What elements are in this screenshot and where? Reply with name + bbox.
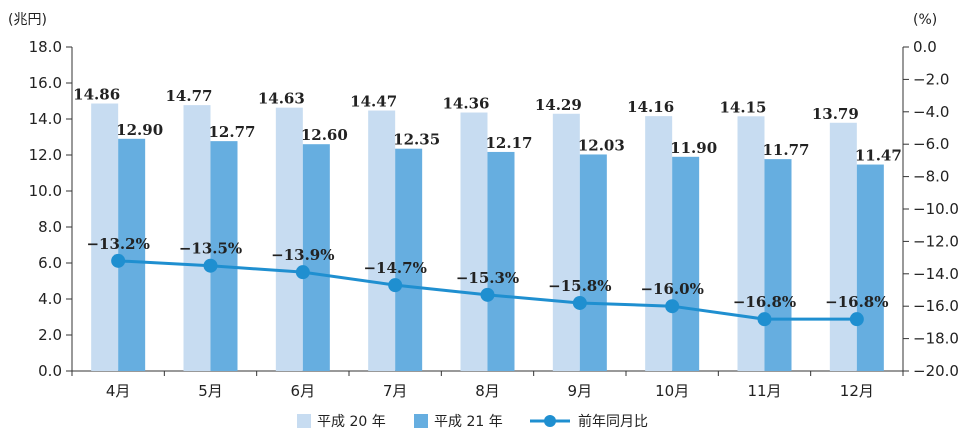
bar-h20: [552, 113, 580, 371]
yoy-value-label: −15.3%: [456, 269, 519, 287]
yoy-point: [480, 287, 495, 302]
bar-value-label: 11.47: [855, 147, 902, 165]
x-tick-label: 10月: [655, 382, 689, 400]
bar-h21: [302, 144, 330, 371]
left-tick-label: 4.0: [38, 290, 62, 308]
bar-h21: [210, 141, 238, 371]
right-tick-label: −20.0: [913, 362, 959, 380]
x-tick-label: 4月: [106, 382, 131, 400]
bar-h21: [764, 159, 792, 371]
bar-h21: [579, 154, 607, 371]
right-tick-label: −12.0: [913, 232, 959, 250]
bar-value-label: 14.63: [258, 90, 305, 108]
right-tick-label: −16.0: [913, 297, 959, 315]
legend-swatch-h21: [414, 414, 428, 428]
bar-value-label: 14.77: [166, 87, 213, 105]
bar-value-label: 14.16: [627, 98, 674, 116]
x-tick-label: 6月: [291, 382, 316, 400]
right-tick-label: −8.0: [913, 168, 949, 186]
yoy-point: [665, 299, 680, 314]
yoy-point: [572, 295, 587, 310]
left-tick-label: 12.0: [29, 146, 62, 164]
right-tick-label: −2.0: [913, 70, 949, 88]
bar-value-label: 13.79: [812, 105, 859, 123]
left-tick-label: 14.0: [29, 110, 62, 128]
bar-h20: [368, 110, 396, 371]
legend-marker-yoy: [544, 415, 556, 427]
left-unit-label: (兆円): [8, 12, 47, 28]
bar-value-label: 12.17: [486, 134, 533, 152]
x-tick-label: 11月: [747, 382, 781, 400]
left-tick-label: 2.0: [38, 326, 62, 344]
bar-h20: [275, 107, 303, 371]
bar-value-label: 12.90: [116, 121, 163, 139]
right-tick-label: −14.0: [913, 265, 959, 283]
yoy-point: [757, 312, 772, 327]
right-unit-label: (%): [913, 12, 937, 28]
yoy-point: [203, 258, 218, 273]
x-tick-label: 12月: [840, 382, 874, 400]
bar-h20: [737, 116, 765, 371]
bar-value-label: 11.90: [670, 139, 717, 157]
bar-value-label: 12.60: [301, 126, 348, 144]
x-tick-label: 8月: [475, 382, 500, 400]
bar-h20: [183, 105, 211, 371]
yoy-value-label: −15.8%: [548, 277, 611, 295]
bar-value-label: 14.47: [350, 93, 397, 111]
bar-h20: [829, 122, 857, 371]
left-tick-label: 0.0: [38, 362, 62, 380]
bar-h21: [856, 164, 884, 371]
yoy-point: [849, 312, 864, 327]
left-tick-label: 8.0: [38, 218, 62, 236]
bar-value-label: 12.77: [209, 123, 256, 141]
bar-value-label: 14.15: [720, 98, 767, 116]
x-tick-label: 9月: [568, 382, 593, 400]
bar-h21: [118, 138, 146, 371]
right-tick-label: −6.0: [913, 135, 949, 153]
bar-value-label: 12.35: [393, 131, 440, 149]
legend-label-h21: 平成 21 年: [434, 414, 503, 430]
bar-h21: [395, 148, 423, 371]
right-tick-label: −18.0: [913, 330, 959, 348]
yoy-value-label: −16.8%: [733, 293, 796, 311]
left-tick-label: 18.0: [29, 38, 62, 56]
left-tick-label: 6.0: [38, 254, 62, 272]
bar-h20: [645, 116, 673, 372]
bar-value-label: 14.36: [443, 95, 490, 113]
bar-h21: [487, 151, 515, 371]
yoy-value-label: −16.0%: [640, 280, 703, 298]
bar-value-label: 11.77: [763, 141, 810, 159]
bar-h20: [91, 103, 119, 372]
yoy-value-label: −13.2%: [86, 235, 149, 253]
left-tick-label: 10.0: [29, 182, 62, 200]
yoy-point: [388, 278, 403, 293]
yoy-point: [295, 265, 310, 280]
legend-label-h20: 平成 20 年: [317, 414, 386, 430]
bar-value-label: 14.86: [73, 86, 120, 104]
bar-value-label: 14.29: [535, 96, 582, 114]
right-tick-label: −10.0: [913, 200, 959, 218]
yoy-value-label: −13.9%: [271, 246, 334, 264]
yoy-value-label: −13.5%: [179, 240, 242, 258]
x-tick-label: 7月: [383, 382, 408, 400]
yoy-value-label: −16.8%: [825, 293, 888, 311]
right-tick-label: 0.0: [913, 38, 937, 56]
bar-h21: [672, 156, 700, 371]
legend-swatch-h20: [297, 414, 311, 428]
right-tick-label: −4.0: [913, 103, 949, 121]
yoy-point: [111, 253, 126, 268]
legend-label-yoy: 前年同月比: [578, 413, 648, 430]
left-tick-label: 16.0: [29, 74, 62, 92]
bar-value-label: 12.03: [578, 136, 625, 154]
bar-h20: [460, 112, 488, 372]
yoy-value-label: −14.7%: [363, 259, 426, 277]
x-tick-label: 5月: [198, 382, 223, 400]
